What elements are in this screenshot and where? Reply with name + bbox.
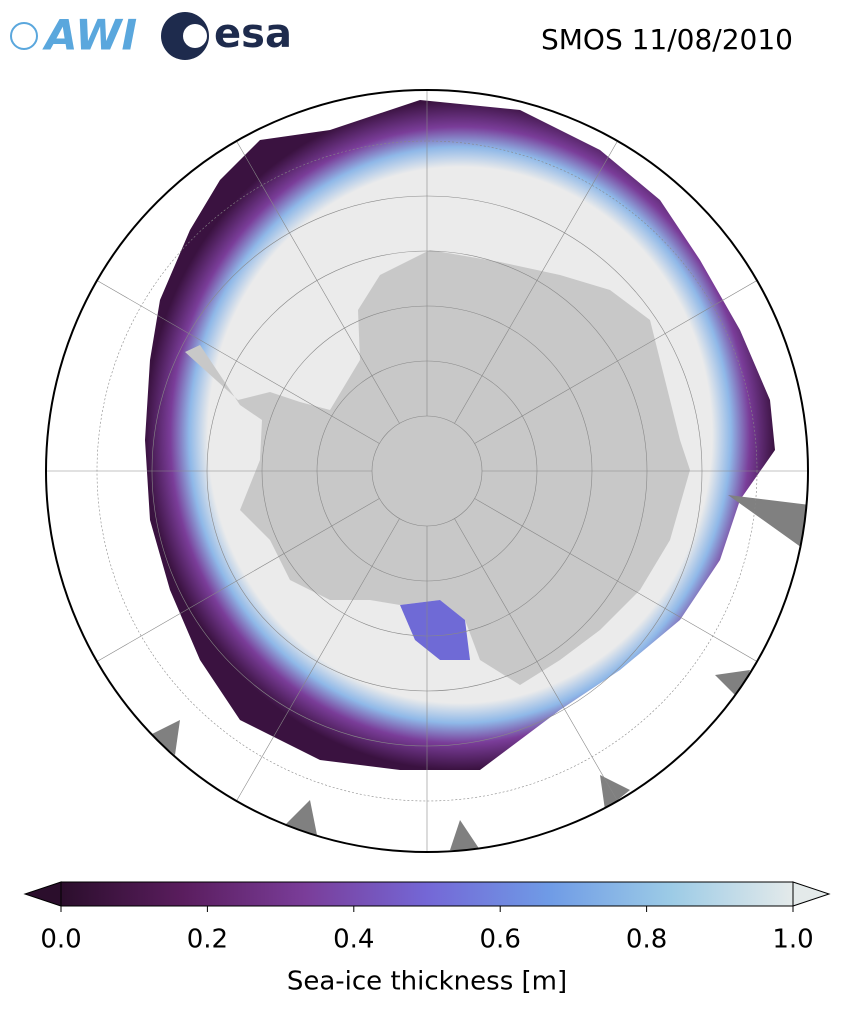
- colorbar-extend-min: [23, 881, 62, 907]
- colorbar-tick-label: 0.0: [40, 925, 81, 955]
- colorbar-tick-label: 0.8: [626, 925, 667, 955]
- map-title: SMOS 11/08/2010: [541, 23, 793, 56]
- colorbar: Sea-ice thickness [m] 0.0 0.2 0.4 0.6 0.8 1.0: [23, 881, 831, 997]
- colorbar-tick-label: 0.2: [187, 925, 228, 955]
- esa-logo: esa: [161, 11, 292, 60]
- logo-text: AWI: [42, 11, 137, 60]
- map-frame: [45, 89, 809, 853]
- colorbar-tick-label: 0.4: [333, 925, 374, 955]
- antarctica: [185, 250, 690, 685]
- ice-shelf: [400, 600, 470, 660]
- colorbar-label: Sea-ice thickness [m]: [287, 967, 567, 997]
- colorbar-extend-max: [792, 881, 831, 907]
- awi-logo: AWI: [10, 11, 137, 60]
- colorbar-tick-label: 0.6: [480, 925, 521, 955]
- colorbar-tick-label: 1.0: [772, 925, 813, 955]
- map: [46, 90, 808, 852]
- colorbar-bar: [60, 881, 794, 907]
- logo-text: esa: [214, 11, 292, 57]
- graticule: [46, 90, 808, 852]
